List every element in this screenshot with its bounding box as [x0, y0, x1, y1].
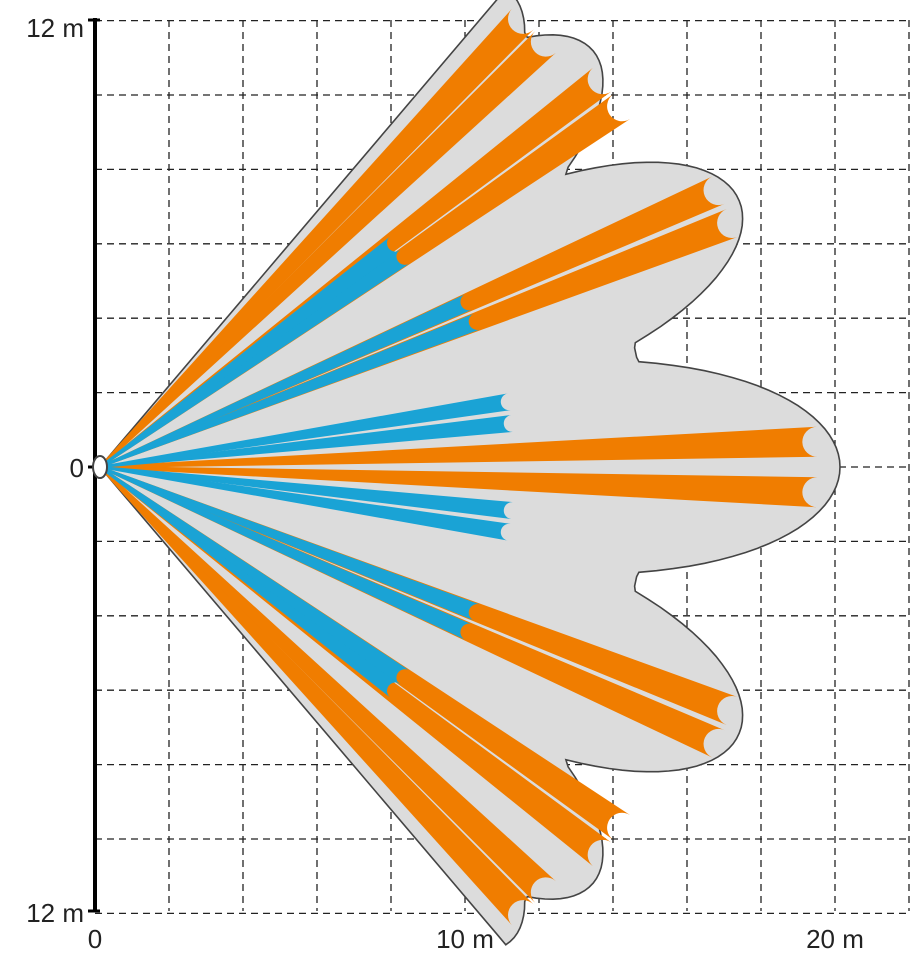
y-label-top: 12 m	[26, 13, 84, 43]
long-range-beam	[99, 8, 534, 468]
long-range-beam	[100, 426, 818, 468]
short-range-beam	[99, 466, 410, 685]
long-range-beam	[100, 466, 818, 508]
short-range-beam	[99, 466, 472, 640]
x-label-20m: 20 m	[806, 924, 864, 953]
short-range-beam	[99, 466, 511, 541]
sensor-icon	[92, 455, 108, 479]
short-range-beam	[99, 313, 480, 468]
x-label-zero: 0	[88, 924, 102, 953]
short-range-beam	[99, 415, 514, 468]
y-label-bottom: 12 m	[26, 898, 84, 928]
y-label-zero: 0	[70, 453, 84, 483]
long-range-beam	[99, 466, 534, 926]
x-label-10m: 10 m	[436, 924, 494, 953]
short-range-beam	[99, 466, 514, 519]
long-range-beam	[99, 31, 556, 468]
short-range-beam	[99, 294, 472, 468]
short-range-beam	[99, 466, 480, 621]
short-range-beam	[99, 393, 511, 468]
long-range-beam	[99, 466, 556, 903]
short-range-beams	[99, 236, 514, 698]
short-range-beam	[99, 249, 410, 468]
short-range-beam	[99, 466, 401, 698]
short-range-beam	[99, 236, 401, 468]
